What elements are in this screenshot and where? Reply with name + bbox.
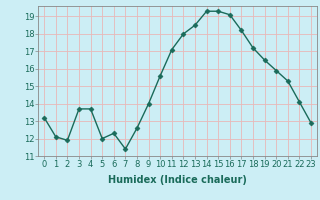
X-axis label: Humidex (Indice chaleur): Humidex (Indice chaleur) [108, 175, 247, 185]
